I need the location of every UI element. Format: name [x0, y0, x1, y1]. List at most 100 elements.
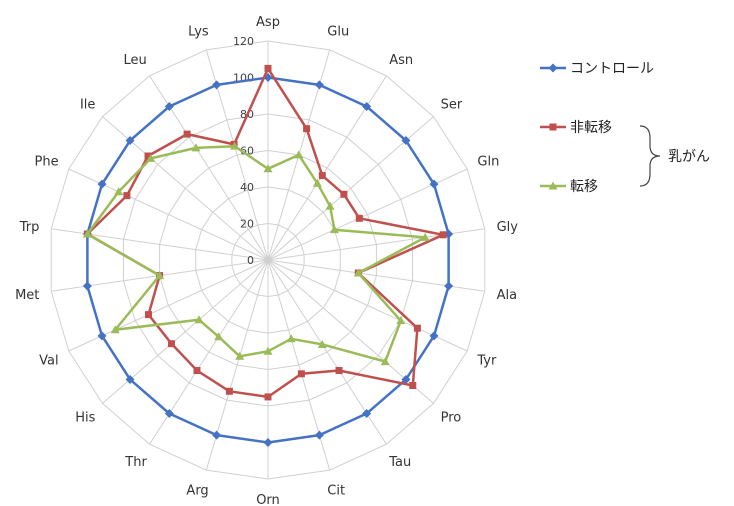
grid-spoke	[267, 259, 387, 445]
category-label-ala: Ala	[497, 288, 517, 303]
legend-item-1: コントロール	[540, 61, 654, 77]
data-point-glu	[303, 125, 311, 133]
data-point-phe	[97, 179, 107, 189]
category-label-arg: Arg	[186, 483, 208, 498]
legend-marker	[549, 123, 557, 131]
data-point-orn	[264, 393, 272, 401]
data-point-orn	[263, 346, 273, 355]
tick-label-0: 0	[247, 254, 254, 267]
legend-item-3: 転移	[540, 179, 598, 195]
grid-spoke	[149, 259, 269, 445]
legend-marker	[548, 63, 558, 73]
legend-item-2: 非転移	[540, 120, 612, 136]
data-point-thr	[214, 332, 224, 341]
data-point-tau	[317, 339, 327, 348]
data-point-asn	[362, 101, 372, 111]
data-point-cit	[314, 430, 324, 440]
legend-label: 非転移	[570, 120, 612, 136]
category-label-asn: Asn	[389, 53, 413, 68]
category-label-glu: Glu	[327, 25, 349, 40]
data-point-lys	[212, 80, 222, 90]
data-point-trp	[82, 229, 92, 238]
category-label-trp: Trp	[19, 220, 40, 235]
data-point-leu	[164, 101, 174, 111]
category-label-tyr: Tyr	[476, 353, 497, 368]
data-point-ser	[325, 201, 335, 210]
data-point-val	[97, 331, 107, 341]
data-point-asn	[318, 172, 326, 180]
data-point-asp	[264, 64, 272, 72]
data-point-gln	[329, 225, 339, 234]
data-point-val	[110, 325, 120, 334]
grid-spoke	[102, 259, 269, 404]
grid-spoke	[267, 259, 468, 352]
data-point-met	[82, 281, 92, 291]
grid-spoke	[267, 168, 468, 261]
grid-spoke	[68, 168, 269, 261]
data-point-tau	[335, 367, 343, 374]
category-label-thr: Thr	[124, 455, 147, 470]
legend-label: コントロール	[570, 61, 654, 77]
data-point-phe	[114, 187, 124, 196]
data-point-gln	[429, 179, 439, 189]
data-point-arg	[212, 430, 222, 440]
data-point-thr	[193, 367, 201, 374]
data-point-arg	[235, 351, 245, 360]
data-point-orn	[263, 438, 273, 447]
grid-spoke	[267, 116, 434, 261]
category-label-pro: Pro	[441, 411, 462, 426]
category-label-orn: Orn	[256, 493, 280, 506]
data-point-gly	[439, 231, 447, 239]
data-point-met	[155, 271, 165, 280]
data-point-asp	[263, 164, 273, 173]
data-point-ser	[340, 190, 348, 198]
data-point-ala	[444, 281, 454, 291]
data-point-pro	[401, 375, 411, 385]
series-3	[82, 141, 430, 366]
data-point-asn	[312, 178, 322, 187]
tick-label-40: 40	[240, 181, 254, 194]
data-point-glu	[294, 150, 304, 159]
tick-label-60: 60	[240, 145, 254, 158]
category-label-gln: Gln	[477, 155, 499, 170]
tick-label-20: 20	[240, 218, 254, 231]
bracket-label: 乳がん	[668, 149, 710, 165]
data-point-thr	[164, 409, 174, 419]
data-point-tau	[362, 409, 372, 419]
data-point-ile	[144, 152, 152, 160]
data-point-cit	[297, 370, 305, 378]
category-label-gly: Gly	[497, 220, 519, 235]
category-label-phe: Phe	[35, 155, 59, 170]
category-label-val: Val	[39, 353, 58, 368]
grid-spoke	[267, 259, 434, 404]
category-label-cit: Cit	[327, 483, 345, 498]
legend-label: 転移	[570, 179, 598, 195]
category-label-his: His	[75, 411, 95, 426]
data-point-ala	[353, 268, 363, 277]
data-point-gln	[355, 214, 363, 222]
category-label-asp: Asp	[256, 15, 280, 30]
grid-spoke	[68, 259, 269, 352]
data-point-ile	[146, 153, 156, 162]
data-point-pro	[380, 357, 390, 366]
legend-marker	[548, 181, 558, 190]
tick-label-120: 120	[233, 35, 254, 48]
category-label-leu: Leu	[124, 53, 147, 68]
data-point-lys	[230, 141, 240, 150]
data-point-cit	[286, 334, 296, 343]
data-point-tyr	[429, 331, 439, 341]
data-point-pro	[409, 382, 417, 389]
category-label-ile: Ile	[80, 98, 95, 113]
data-point-tyr	[396, 316, 406, 325]
category-label-met: Met	[15, 288, 39, 303]
data-point-tyr	[413, 324, 421, 332]
data-point-his	[125, 375, 135, 385]
category-labels: Asp Glu Asn Ser Gln Gly Ala Tyr Pro Tau Cit Orn Arg T…	[15, 15, 518, 506]
data-point-val	[145, 311, 152, 319]
data-point-gly	[420, 232, 430, 241]
category-label-ser: Ser	[441, 98, 463, 113]
bracket	[639, 125, 661, 187]
data-point-ile	[125, 135, 135, 145]
